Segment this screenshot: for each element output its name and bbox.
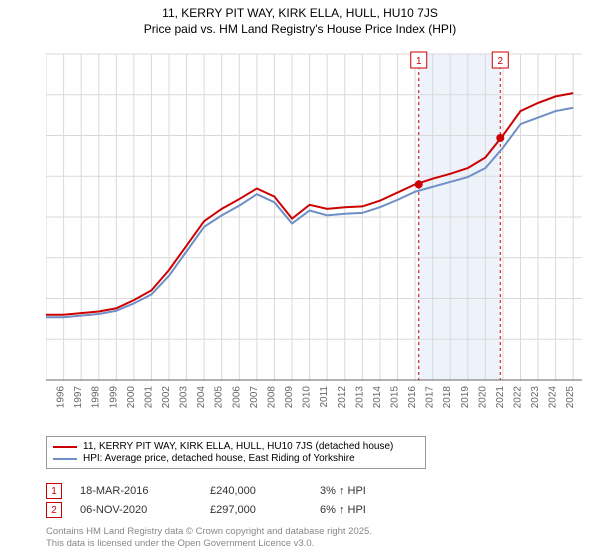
sales-price: £297,000 <box>210 504 320 516</box>
sales-date: 06-NOV-2020 <box>80 504 210 516</box>
sales-date: 18-MAR-2016 <box>80 485 210 497</box>
legend-label: 11, KERRY PIT WAY, KIRK ELLA, HULL, HU10… <box>83 441 393 452</box>
sale-point <box>415 180 423 188</box>
footer-attribution: Contains HM Land Registry data © Crown c… <box>46 526 372 550</box>
x-tick-label: 1996 <box>56 386 67 409</box>
x-tick-label: 2024 <box>548 386 559 409</box>
sales-table: 1 18-MAR-2016£240,0003% ↑ HPI 2 06-NOV-2020… <box>46 480 420 521</box>
x-tick-label: 2007 <box>249 386 260 409</box>
x-tick-label: 2018 <box>442 386 453 409</box>
price-chart: £0£50K£100K£150K£200K£250K£300K£350K£400… <box>46 50 586 410</box>
legend-swatch <box>53 446 77 448</box>
x-tick-label: 2010 <box>302 386 313 409</box>
x-tick-label: 2011 <box>319 386 330 408</box>
x-tick-label: 2000 <box>126 386 137 409</box>
x-tick-label: 1999 <box>108 386 119 409</box>
x-tick-label: 1997 <box>73 386 84 409</box>
sale-point <box>496 134 504 142</box>
sales-row: 1 18-MAR-2016£240,0003% ↑ HPI <box>46 483 420 499</box>
chart-title-block: 11, KERRY PIT WAY, KIRK ELLA, HULL, HU10… <box>0 0 600 36</box>
x-tick-label: 2002 <box>161 386 172 409</box>
x-tick-label: 2020 <box>477 386 488 409</box>
sale-marker-label: 2 <box>498 56 504 67</box>
x-tick-label: 2013 <box>354 386 365 409</box>
sales-hpi: 6% ↑ HPI <box>320 504 420 516</box>
sales-hpi: 3% ↑ HPI <box>320 485 420 497</box>
x-tick-label: 2008 <box>266 386 277 409</box>
legend-row: 11, KERRY PIT WAY, KIRK ELLA, HULL, HU10… <box>53 441 419 452</box>
x-tick-label: 1998 <box>91 386 102 409</box>
x-tick-label: 2021 <box>495 386 506 409</box>
x-tick-label: 2005 <box>214 386 225 409</box>
x-tick-label: 2009 <box>284 386 295 409</box>
x-tick-label: 2016 <box>407 386 418 409</box>
sales-price: £240,000 <box>210 485 320 497</box>
x-tick-label: 2001 <box>143 386 154 409</box>
x-tick-label: 2017 <box>425 386 436 409</box>
legend-row: HPI: Average price, detached house, East… <box>53 453 419 464</box>
x-tick-label: 2004 <box>196 386 207 409</box>
sales-marker: 2 <box>46 502 62 518</box>
x-tick-label: 2014 <box>372 386 383 409</box>
title-address: 11, KERRY PIT WAY, KIRK ELLA, HULL, HU10… <box>0 6 600 20</box>
x-tick-label: 2003 <box>179 386 190 409</box>
legend-label: HPI: Average price, detached house, East… <box>83 453 355 464</box>
x-tick-label: 2006 <box>231 386 242 409</box>
x-tick-label: 2022 <box>512 386 523 409</box>
x-tick-label: 2015 <box>389 386 400 409</box>
sale-marker-label: 1 <box>416 56 422 67</box>
x-tick-label: 2023 <box>530 386 541 409</box>
x-tick-label: 2012 <box>337 386 348 409</box>
sales-marker: 1 <box>46 483 62 499</box>
sales-row: 2 06-NOV-2020£297,0006% ↑ HPI <box>46 502 420 518</box>
footer-line2: This data is licensed under the Open Gov… <box>46 538 372 550</box>
x-tick-label: 1995 <box>46 386 49 409</box>
x-tick-label: 2025 <box>565 386 576 409</box>
legend-swatch <box>53 458 77 460</box>
title-subtitle: Price paid vs. HM Land Registry's House … <box>0 22 600 36</box>
x-tick-label: 2019 <box>460 386 471 409</box>
footer-line1: Contains HM Land Registry data © Crown c… <box>46 526 372 538</box>
legend: 11, KERRY PIT WAY, KIRK ELLA, HULL, HU10… <box>46 436 426 469</box>
